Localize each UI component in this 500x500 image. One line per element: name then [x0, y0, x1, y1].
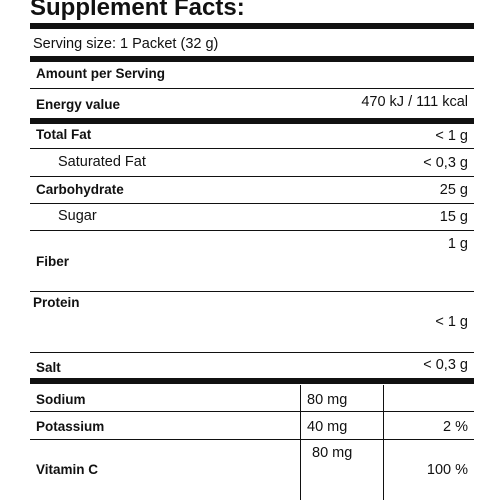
energy-divider [30, 118, 474, 124]
serving-divider [30, 56, 474, 62]
carbohydrate-label: Carbohydrate [36, 182, 124, 197]
carbohydrate-value: 25 g [439, 182, 468, 198]
saturated-fat-value: < 0,3 g [423, 155, 468, 171]
salt-value: < 0,3 g [423, 357, 468, 373]
row-divider [30, 88, 474, 89]
salt-label: Salt [36, 360, 61, 375]
sodium-amount: 80 mg [307, 392, 348, 408]
row-divider [30, 352, 474, 353]
energy-value: 470 kJ / 111 kcal [361, 94, 468, 110]
row-divider [30, 148, 474, 149]
potassium-label: Potassium [36, 419, 105, 434]
serving-size: Serving size: 1 Packet (32 g) [33, 36, 219, 52]
row-divider [30, 176, 474, 177]
protein-label: Protein [33, 295, 80, 310]
energy-label: Energy value [36, 97, 121, 112]
row-divider [30, 203, 474, 204]
label-title: Supplement Facts: [30, 0, 245, 21]
total-fat-value: < 1 g [435, 128, 468, 144]
potassium-amount: 40 mg [307, 419, 348, 435]
protein-value: < 1 g [435, 314, 468, 330]
potassium-daily-value: 2 % [443, 419, 468, 435]
vitamin-c-label: Vitamin C [36, 462, 99, 477]
amount-per-serving-heading: Amount per Serving [36, 66, 166, 81]
vitamin-c-daily-value: 100 % [426, 462, 468, 478]
salt-divider [30, 378, 474, 384]
fiber-label: Fiber [36, 254, 70, 269]
column-divider [383, 385, 384, 500]
row-divider [30, 439, 474, 440]
column-divider [300, 385, 301, 500]
row-divider [30, 230, 474, 231]
fiber-value: 1 g [447, 236, 468, 252]
row-divider [30, 411, 474, 412]
sodium-label: Sodium [36, 392, 86, 407]
saturated-fat-label: Saturated Fat [58, 154, 146, 170]
sugar-label: Sugar [58, 208, 97, 224]
sugar-value: 15 g [439, 209, 468, 225]
total-fat-label: Total Fat [36, 127, 92, 142]
title-divider [30, 23, 474, 29]
row-divider [30, 291, 474, 292]
vitamin-c-amount: 80 mg [312, 445, 353, 461]
